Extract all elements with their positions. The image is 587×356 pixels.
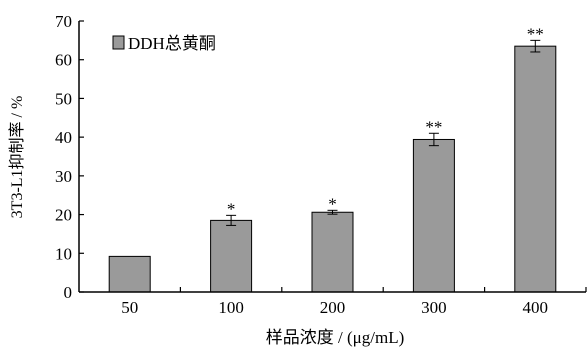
legend-swatch xyxy=(112,35,125,50)
y-tick-label: 10 xyxy=(55,244,72,263)
x-tick-label: 200 xyxy=(320,298,346,317)
bar-100 xyxy=(210,219,253,293)
significance-mark: * xyxy=(328,194,337,213)
bar-400 xyxy=(514,45,557,293)
x-tick-label: 100 xyxy=(218,298,244,317)
x-axis-label: 样品浓度 / (μg/mL) xyxy=(266,328,405,347)
legend: DDH总黄酮 xyxy=(112,34,216,53)
y-tick-label: 0 xyxy=(64,283,73,302)
significance-mark: * xyxy=(227,199,236,218)
significance-mark: ** xyxy=(527,24,544,43)
x-tick-label: 400 xyxy=(523,298,549,317)
y-axis: 0 10 20 30 40 50 60 70 xyxy=(55,12,84,302)
x-tick-label: 50 xyxy=(121,298,138,317)
legend-label: DDH总黄酮 xyxy=(128,34,216,53)
y-tick-label: 20 xyxy=(55,206,72,225)
y-tick-label: 70 xyxy=(55,12,72,31)
error-bar-400 xyxy=(530,39,541,53)
y-tick-label: 50 xyxy=(55,89,72,108)
error-bar-100 xyxy=(226,214,237,226)
plot-area: * ***** xyxy=(108,24,557,293)
y-tick-label: 40 xyxy=(55,128,72,147)
significance-mark: ** xyxy=(425,117,442,136)
y-tick-label: 60 xyxy=(55,51,72,70)
error-bar-300 xyxy=(428,132,439,147)
bar-50 xyxy=(108,255,151,293)
y-tick-label: 30 xyxy=(55,167,72,186)
error-bar-200 xyxy=(327,209,338,215)
bar-200 xyxy=(311,211,354,293)
x-tick-label: 300 xyxy=(421,298,447,317)
y-axis-label: 3T3-L1抑制率 / % xyxy=(8,96,26,219)
bar-300 xyxy=(412,138,455,293)
x-axis: 50 100 200 300 400 xyxy=(79,287,587,317)
